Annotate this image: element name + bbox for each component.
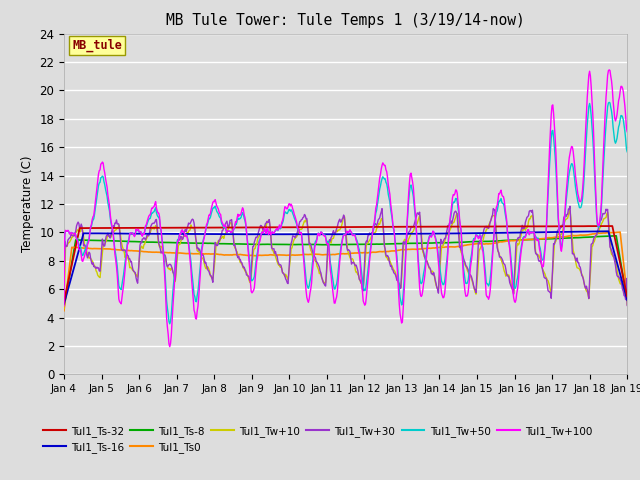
Line: Tul1_Tw+30: Tul1_Tw+30 [64, 206, 627, 305]
Tul1_Ts-16 [414, 231, 422, 237]
Tul1_Tw+10 [215, 239, 223, 244]
Tul1_Tw+100 [60, 303, 68, 309]
Tul1_Tw+50 [623, 149, 631, 155]
Tul1_Tw+30 [70, 233, 78, 239]
Tul1_Tw+100 [70, 231, 78, 237]
Tul1_Tw+30 [60, 283, 68, 288]
Tul1_Ts-8 [414, 240, 422, 246]
Tul1_Ts0 [70, 244, 78, 250]
Tul1_Tw+50 [60, 288, 68, 294]
Line: Tul1_Tw+10: Tul1_Tw+10 [64, 211, 627, 308]
Tul1_Tw+30 [128, 263, 136, 269]
Tul1_Ts-32 [186, 225, 193, 230]
Line: Tul1_Tw+50: Tul1_Tw+50 [64, 102, 627, 324]
Line: Tul1_Tw+100: Tul1_Tw+100 [64, 70, 627, 347]
Tul1_Tw+50 [128, 230, 136, 236]
Tul1_Ts0 [128, 248, 136, 253]
Tul1_Ts-16 [431, 231, 438, 237]
Tul1_Ts0 [414, 246, 422, 252]
Text: MB_tule: MB_tule [72, 39, 122, 52]
Tul1_Ts-8 [623, 298, 631, 303]
Tul1_Ts-32 [431, 224, 438, 229]
Tul1_Ts0 [215, 252, 223, 257]
Line: Tul1_Ts-16: Tul1_Ts-16 [64, 231, 627, 304]
Tul1_Ts-32 [128, 225, 136, 231]
Tul1_Ts-8 [215, 241, 223, 247]
Tul1_Tw+30 [623, 302, 631, 308]
Tul1_Ts-32 [414, 224, 422, 229]
Tul1_Ts-8 [612, 233, 620, 239]
Tul1_Tw+10 [186, 228, 193, 233]
Tul1_Ts-32 [623, 294, 631, 300]
Title: MB Tule Tower: Tule Temps 1 (3/19/14-now): MB Tule Tower: Tule Temps 1 (3/19/14-now… [166, 13, 525, 28]
Tul1_Tw+100 [623, 129, 631, 134]
Tul1_Tw+30 [215, 237, 223, 243]
Tul1_Tw+50 [186, 252, 194, 258]
Tul1_Tw+10 [431, 273, 438, 279]
Tul1_Ts-8 [128, 239, 136, 244]
Tul1_Tw+100 [166, 344, 173, 349]
Tul1_Tw+50 [431, 234, 439, 240]
Line: Tul1_Ts-8: Tul1_Ts-8 [64, 236, 627, 307]
Tul1_Ts-32 [608, 223, 616, 229]
Tul1_Tw+10 [414, 217, 422, 223]
Tul1_Ts-8 [431, 240, 438, 246]
Tul1_Ts0 [623, 293, 631, 299]
Tul1_Tw+100 [128, 230, 136, 236]
Tul1_Ts-8 [70, 246, 78, 252]
Tul1_Ts-16 [215, 231, 223, 237]
Tul1_Ts-16 [623, 297, 631, 303]
Legend: Tul1_Ts-32, Tul1_Ts-16, Tul1_Ts-8, Tul1_Ts0, Tul1_Tw+10, Tul1_Tw+30, Tul1_Tw+50,: Tul1_Ts-32, Tul1_Ts-16, Tul1_Ts-8, Tul1_… [43, 426, 592, 453]
Line: Tul1_Ts-32: Tul1_Ts-32 [64, 226, 627, 301]
Tul1_Ts-8 [60, 304, 68, 310]
Tul1_Tw+50 [415, 264, 422, 269]
Tul1_Tw+50 [605, 99, 613, 105]
Tul1_Tw+100 [216, 211, 224, 216]
Tul1_Tw+10 [623, 301, 631, 307]
Tul1_Tw+10 [128, 266, 136, 272]
Tul1_Ts-16 [186, 231, 193, 237]
Tul1_Tw+30 [566, 204, 574, 209]
Tul1_Ts-8 [186, 240, 193, 246]
Tul1_Ts0 [616, 229, 624, 235]
Tul1_Tw+30 [186, 221, 193, 227]
Tul1_Tw+30 [414, 210, 422, 216]
Tul1_Ts0 [431, 245, 438, 251]
Tul1_Tw+100 [186, 257, 194, 263]
Tul1_Ts-16 [605, 228, 612, 234]
Line: Tul1_Ts0: Tul1_Ts0 [64, 232, 627, 311]
Tul1_Ts-16 [128, 231, 136, 237]
Tul1_Tw+100 [605, 67, 613, 73]
Tul1_Ts-16 [60, 301, 68, 307]
Tul1_Ts0 [60, 308, 68, 313]
Tul1_Ts0 [186, 251, 193, 257]
Tul1_Ts-32 [215, 225, 223, 230]
Tul1_Ts-16 [70, 264, 78, 270]
Tul1_Ts-32 [70, 251, 78, 257]
Tul1_Tw+10 [60, 305, 68, 311]
Tul1_Tw+100 [415, 272, 422, 278]
Tul1_Tw+50 [166, 321, 173, 327]
Tul1_Tw+30 [431, 274, 438, 279]
Tul1_Tw+50 [216, 215, 224, 220]
Tul1_Tw+10 [70, 231, 78, 237]
Y-axis label: Temperature (C): Temperature (C) [20, 156, 34, 252]
Tul1_Ts-32 [60, 299, 68, 304]
Tul1_Tw+50 [70, 230, 78, 236]
Tul1_Tw+100 [431, 235, 439, 241]
Tul1_Tw+10 [566, 208, 574, 214]
